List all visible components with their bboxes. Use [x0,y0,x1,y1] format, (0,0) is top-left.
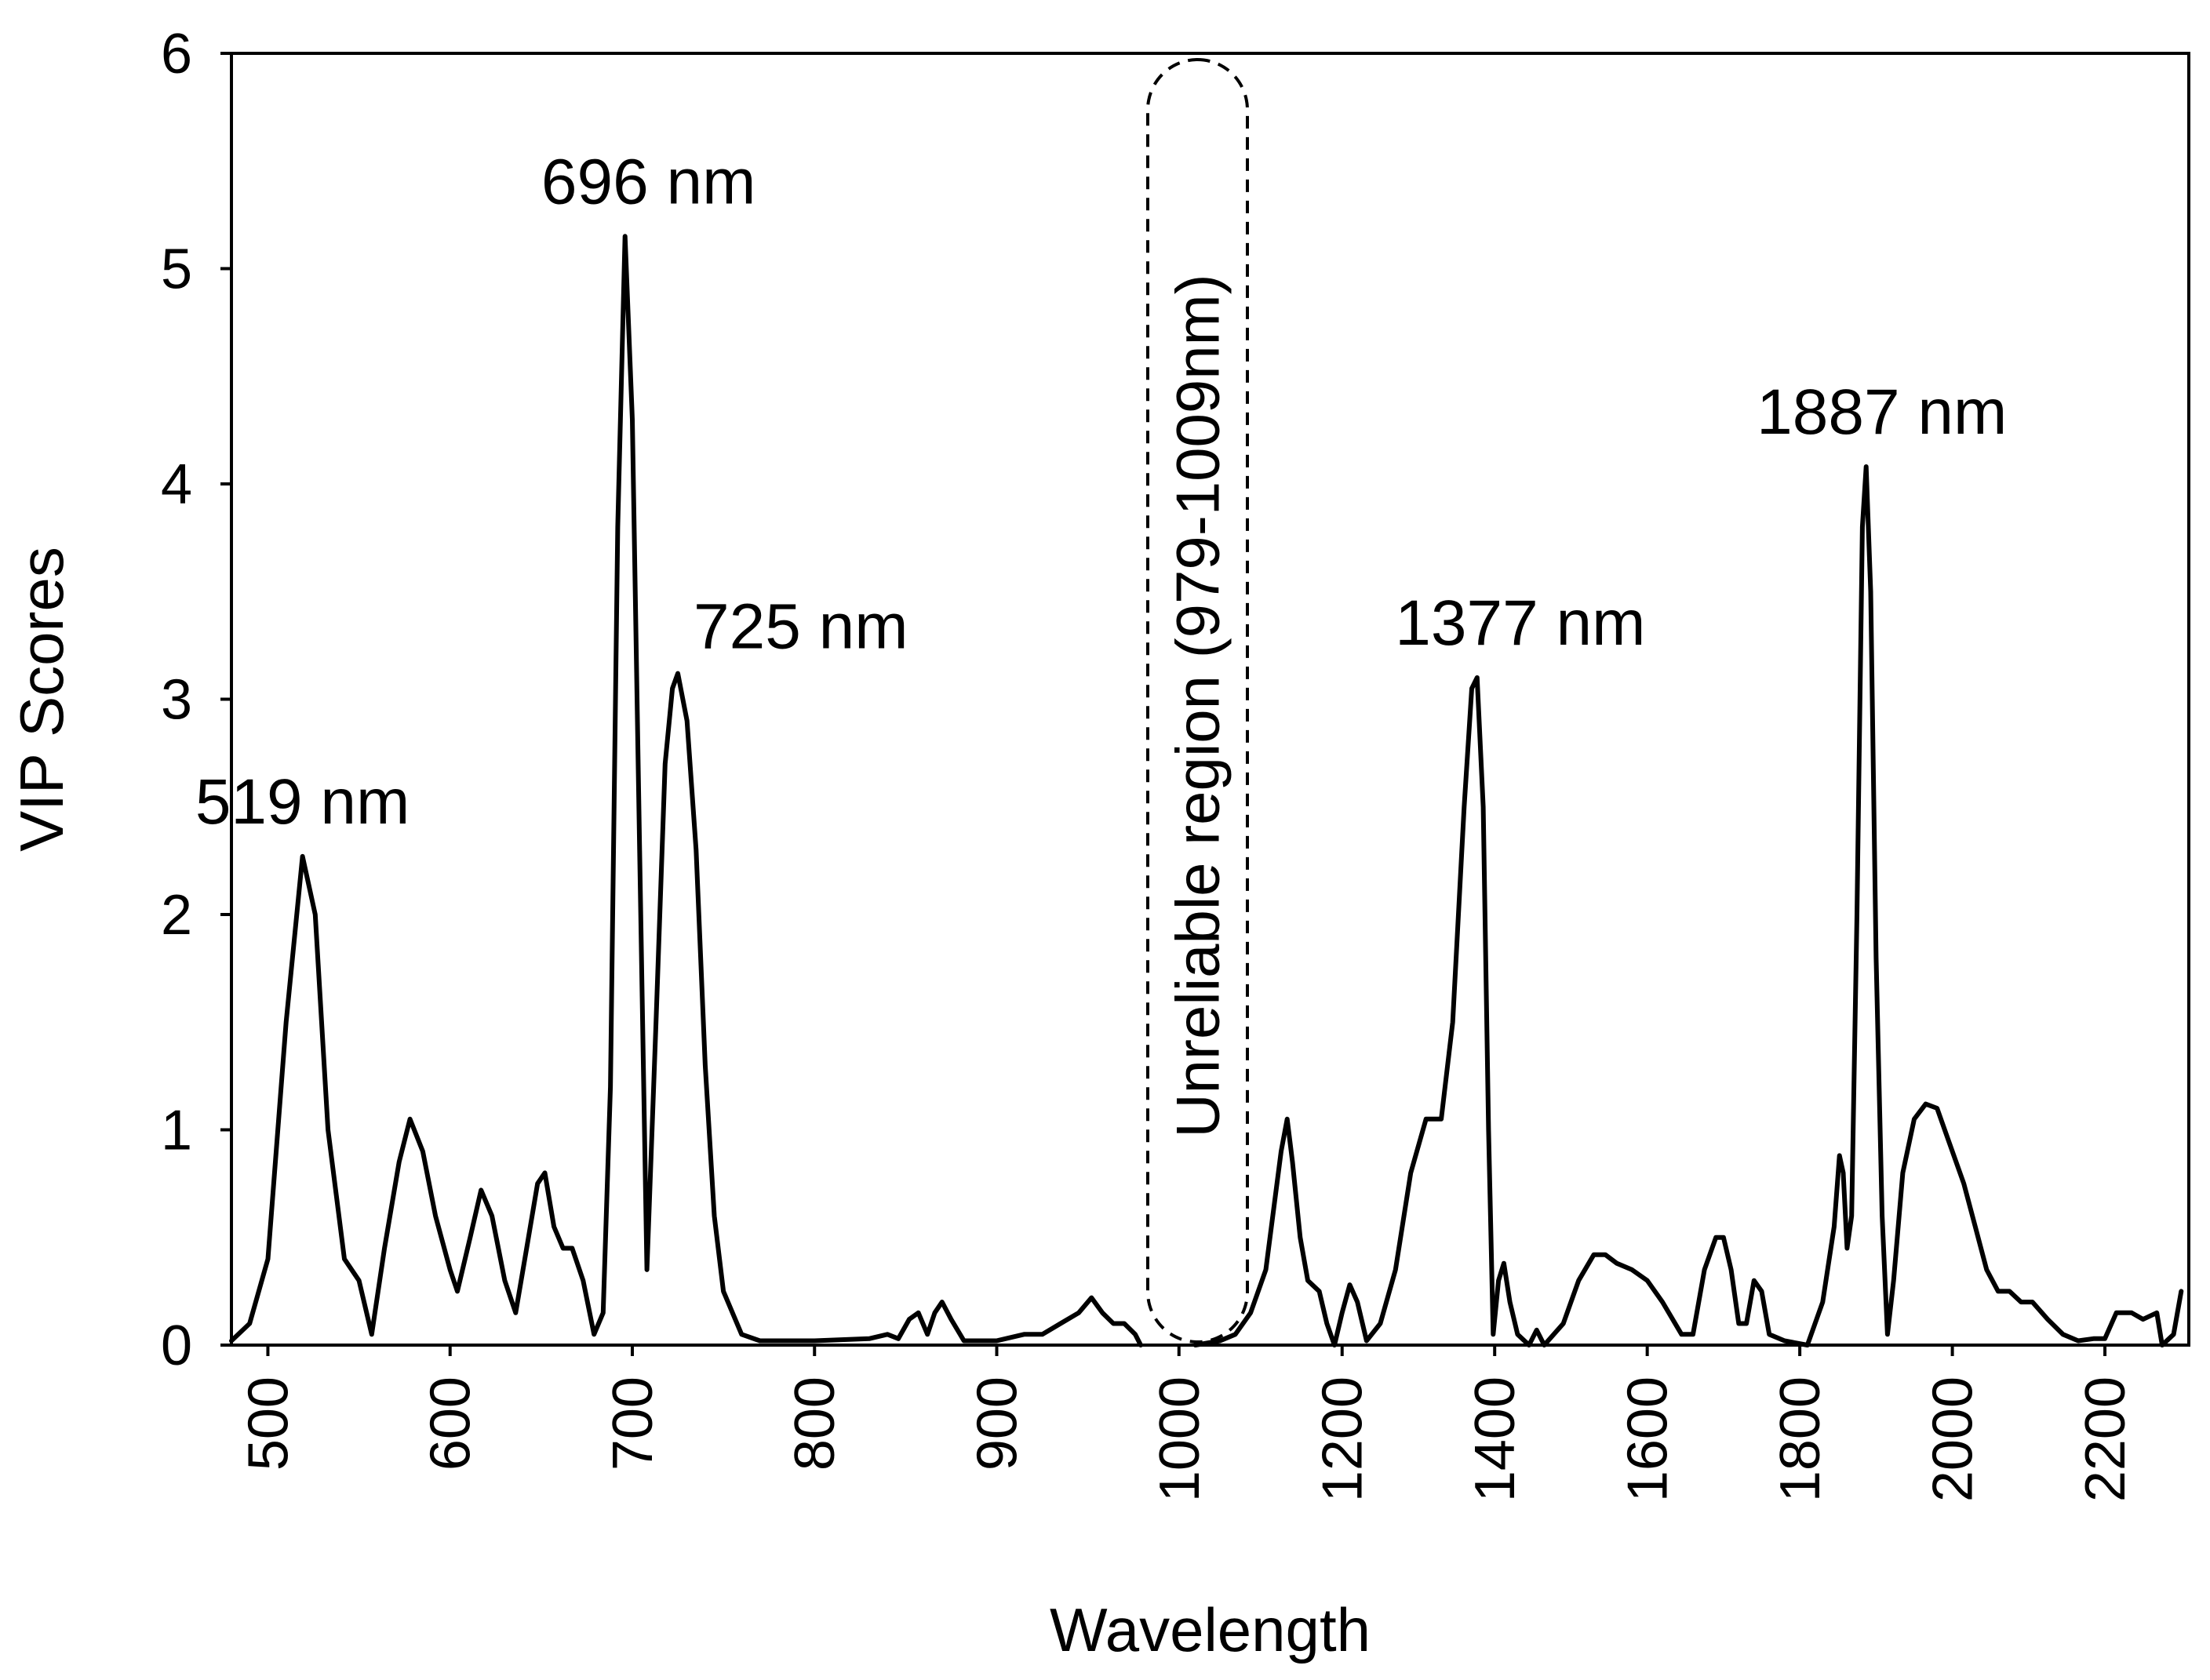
y-tick-label: 2 [161,884,192,947]
peak-label: 519 nm [195,766,410,838]
x-axis-ticks: 500 600 700 800 900 1000 1200 1400 1600 1800 2000 2… [237,1345,2137,1502]
peak-label: 1377 nm [1395,587,1645,659]
x-tick-label: 600 [420,1376,482,1471]
y-tick-label: 1 [161,1100,192,1162]
unreliable-region-label: Unreliable region (979-1009nm) [1163,274,1232,1137]
x-tick-label: 1200 [1312,1376,1374,1502]
y-tick-label: 3 [161,669,192,732]
series-group [229,234,2184,1347]
x-tick-label: 2000 [1922,1376,1985,1502]
x-tick-label: 2200 [2074,1376,2137,1502]
peak-label: 725 nm [694,591,908,663]
x-tick-label: 800 [784,1376,846,1471]
unreliable-region: Unreliable region (979-1009nm) [1146,58,1249,1344]
x-axis-title: Wavelength [1050,1595,1371,1664]
x-tick-label: 1000 [1149,1376,1211,1502]
x-tick-label: 1600 [1617,1376,1680,1502]
x-tick-label: 1400 [1464,1376,1527,1502]
y-tick-label: 5 [161,238,192,301]
y-tick-label: 6 [161,23,192,85]
y-tick-label: 4 [161,453,192,516]
unreliable-region-outline [1146,58,1249,1344]
series-line-vip-scores [229,234,2184,1347]
x-tick-label: 900 [967,1376,1029,1471]
y-axis-title: VIP Scores [7,547,76,852]
x-tick-label: 1800 [1769,1376,1832,1502]
peak-annotations: 519 nm 696 nm 725 nm 1377 nm 1887 nm [195,146,2007,838]
x-tick-label: 500 [237,1376,300,1471]
y-axis-ticks: 0 1 2 3 4 5 6 [161,23,231,1377]
peak-label: 1887 nm [1757,376,2007,448]
x-tick-label: 700 [602,1376,664,1471]
y-tick-label: 0 [161,1315,192,1377]
peak-label: 696 nm [541,146,756,217]
